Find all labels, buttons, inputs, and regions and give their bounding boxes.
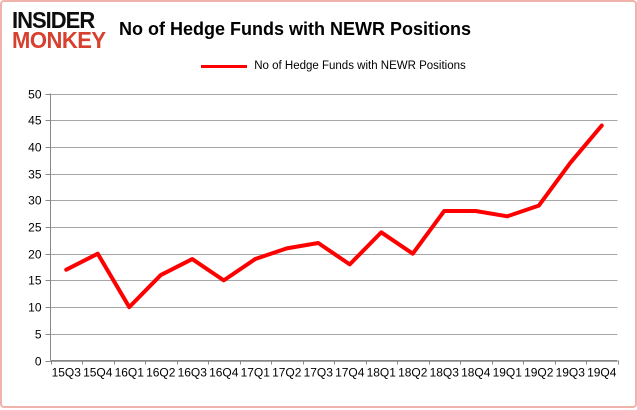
svg-text:10: 10 bbox=[28, 301, 42, 315]
svg-text:5: 5 bbox=[35, 328, 42, 342]
svg-text:15Q3: 15Q3 bbox=[52, 366, 82, 380]
svg-text:17Q4: 17Q4 bbox=[335, 366, 365, 380]
svg-text:18Q2: 18Q2 bbox=[398, 366, 428, 380]
svg-text:16Q3: 16Q3 bbox=[178, 366, 208, 380]
svg-text:45: 45 bbox=[28, 114, 42, 128]
svg-text:16Q4: 16Q4 bbox=[209, 366, 239, 380]
svg-text:17Q3: 17Q3 bbox=[304, 366, 334, 380]
svg-text:30: 30 bbox=[28, 194, 42, 208]
svg-text:16Q2: 16Q2 bbox=[146, 366, 176, 380]
svg-text:16Q1: 16Q1 bbox=[115, 366, 145, 380]
svg-text:17Q2: 17Q2 bbox=[272, 366, 302, 380]
logo-text-insider: INSIDER bbox=[12, 6, 95, 34]
svg-text:18Q4: 18Q4 bbox=[461, 366, 491, 380]
svg-text:25: 25 bbox=[28, 221, 42, 235]
legend-line-swatch bbox=[201, 64, 248, 68]
svg-text:0: 0 bbox=[35, 355, 42, 369]
svg-text:18Q1: 18Q1 bbox=[367, 366, 397, 380]
svg-text:19Q4: 19Q4 bbox=[587, 366, 617, 380]
svg-text:19Q2: 19Q2 bbox=[524, 366, 554, 380]
svg-text:19Q1: 19Q1 bbox=[493, 366, 523, 380]
insider-monkey-logo: INSIDER MONKEY bbox=[12, 6, 106, 54]
chart-title: No of Hedge Funds with NEWR Positions bbox=[119, 19, 471, 39]
legend: No of Hedge Funds with NEWR Positions bbox=[50, 60, 617, 72]
svg-text:17Q1: 17Q1 bbox=[241, 366, 271, 380]
svg-text:35: 35 bbox=[28, 168, 42, 182]
svg-text:40: 40 bbox=[28, 141, 42, 155]
legend-label: No of Hedge Funds with NEWR Positions bbox=[254, 60, 466, 72]
svg-text:15Q4: 15Q4 bbox=[83, 366, 113, 380]
svg-text:20: 20 bbox=[28, 248, 42, 262]
logo-text-monkey: MONKEY bbox=[12, 27, 106, 54]
svg-text:18Q3: 18Q3 bbox=[430, 366, 460, 380]
svg-text:19Q3: 19Q3 bbox=[556, 366, 586, 380]
svg-text:15: 15 bbox=[28, 274, 42, 288]
svg-text:50: 50 bbox=[28, 88, 42, 102]
